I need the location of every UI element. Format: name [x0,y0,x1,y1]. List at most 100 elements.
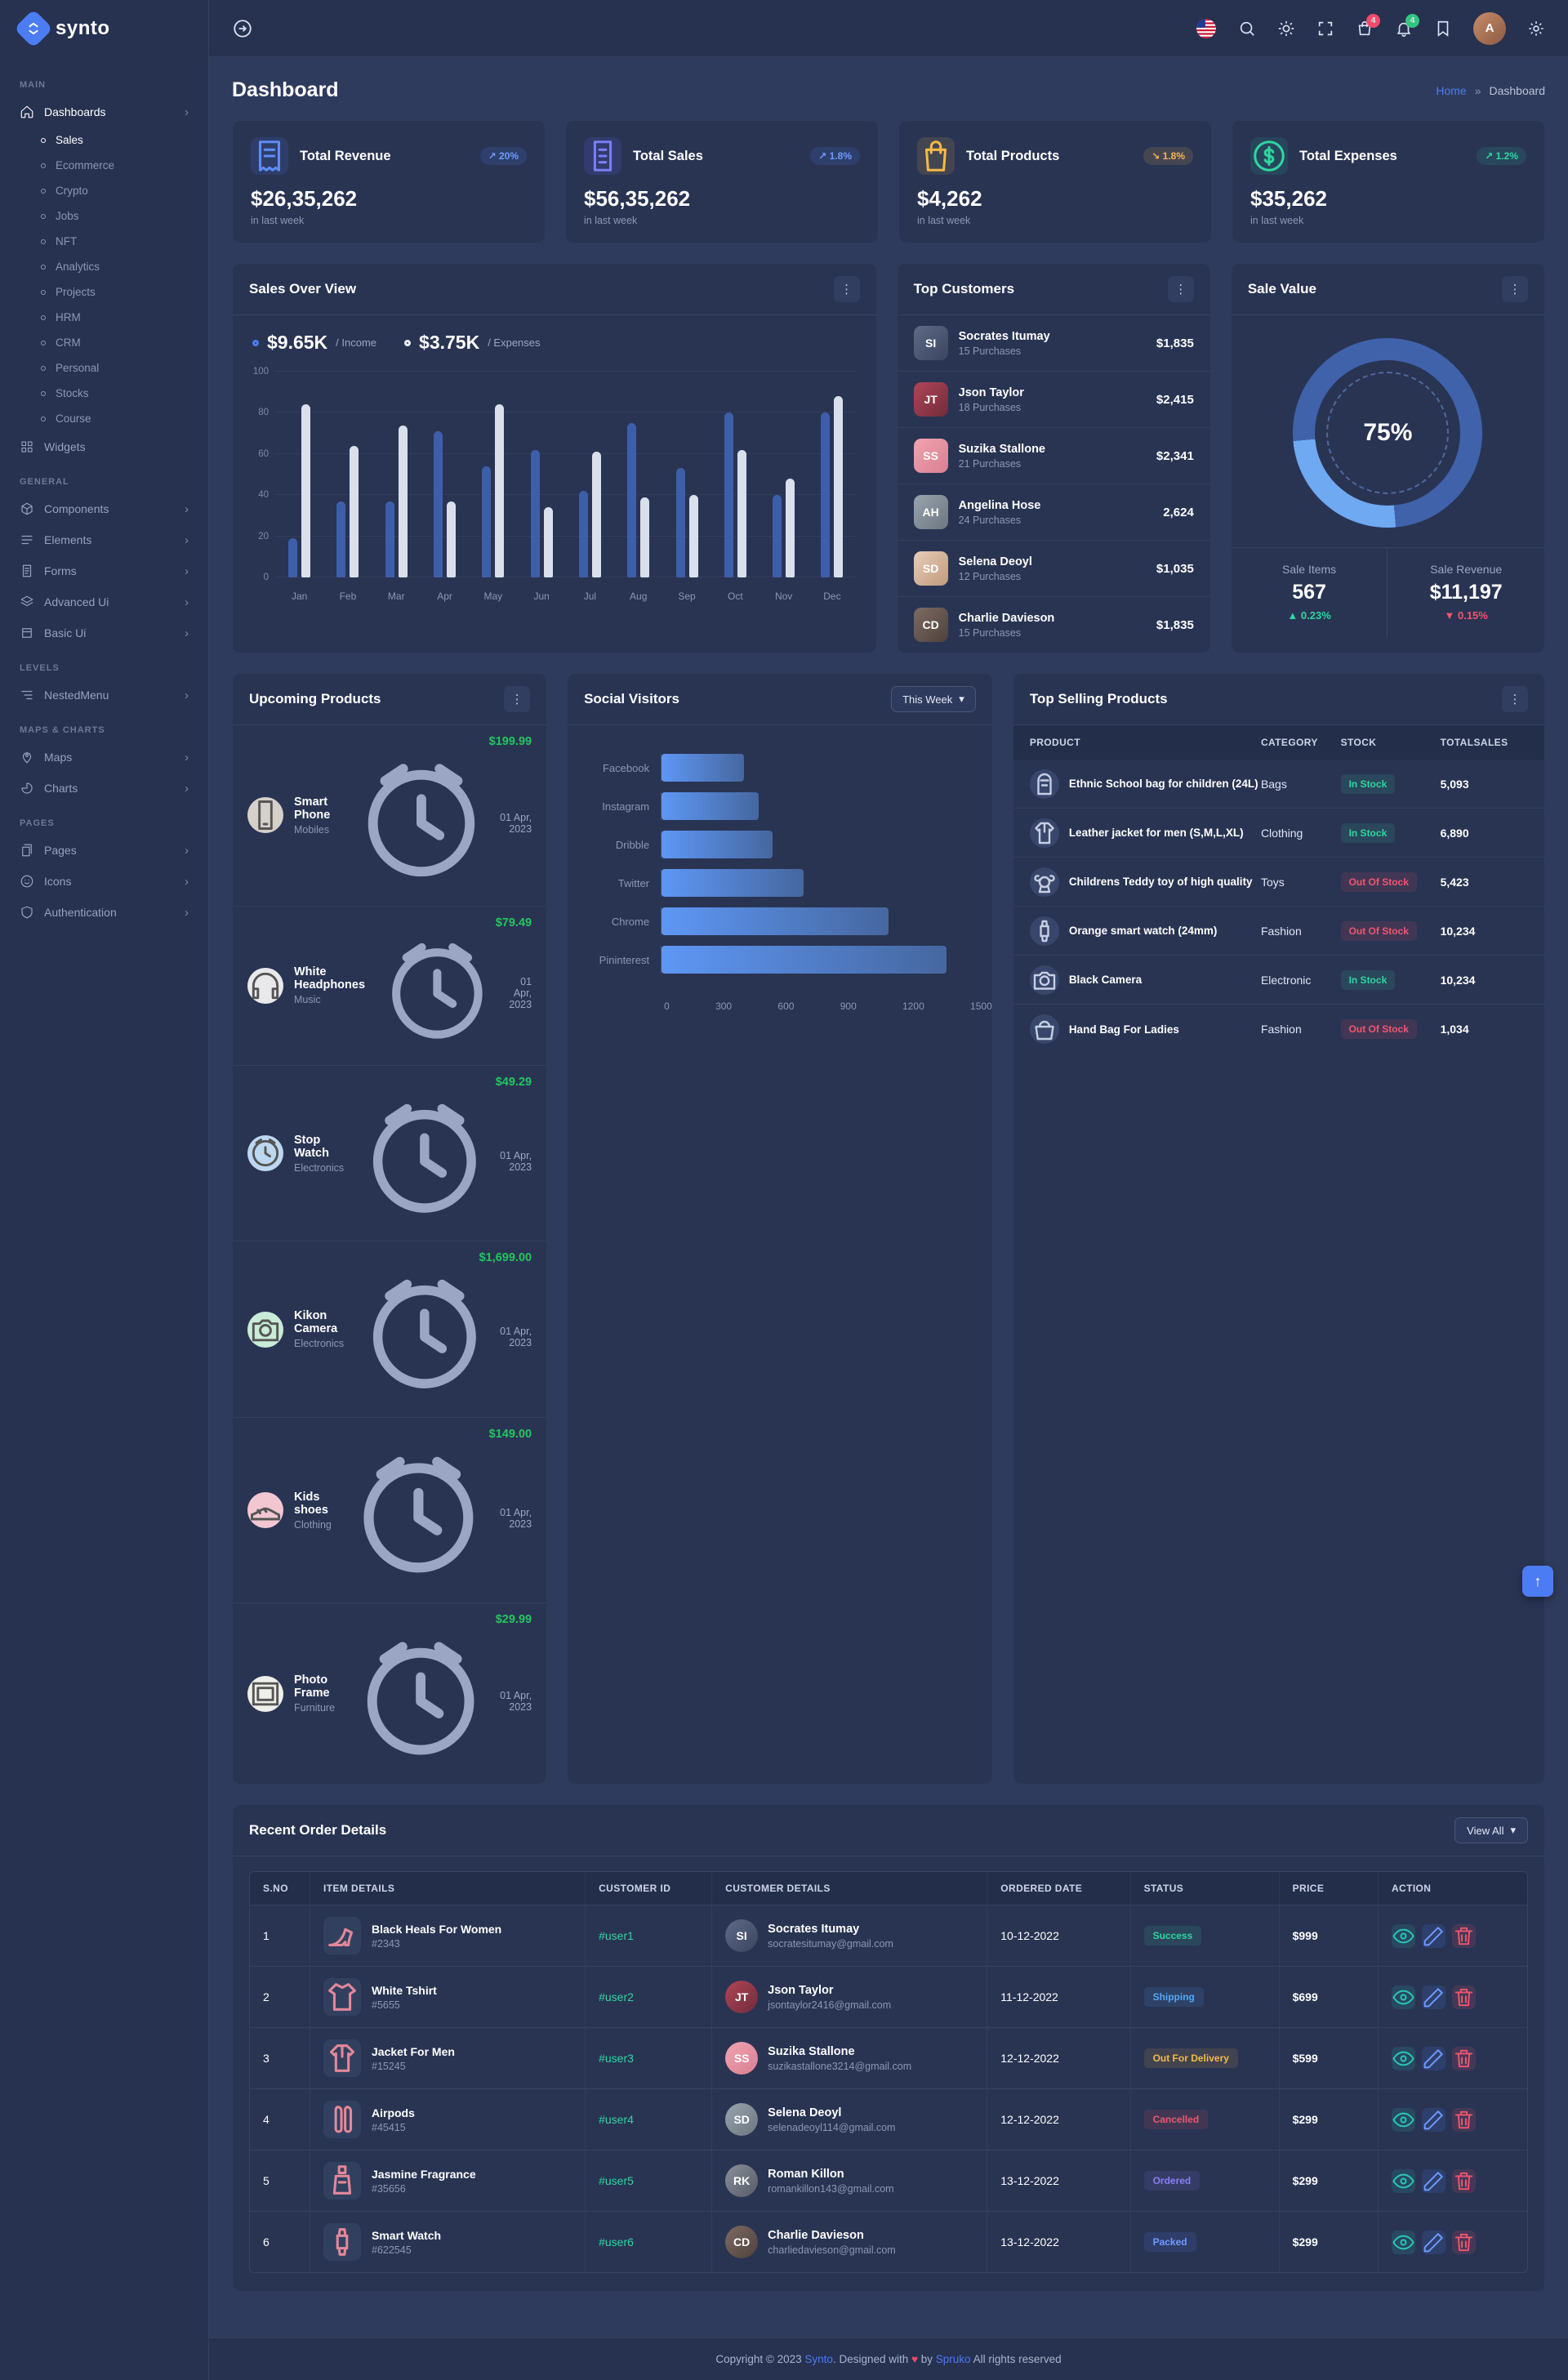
social-filter-dropdown[interactable]: This Week ▾ [891,686,976,712]
view-button[interactable] [1392,1986,1415,2009]
customer-id[interactable]: #user2 [586,1966,712,2027]
sidebar-subitem-stocks[interactable]: Stocks [0,381,208,406]
sidebar-subitem-crm[interactable]: CRM [0,330,208,355]
sidebar-subitem-analytics[interactable]: Analytics [0,254,208,279]
advanced-icon [20,595,34,609]
customer-avatar: JT [725,1981,758,2013]
view-button[interactable] [1392,2108,1415,2132]
delete-button[interactable] [1452,2047,1476,2070]
sidebar-item-elements[interactable]: Elements› [0,524,208,555]
sidebar-subitem-sales[interactable]: Sales [0,127,208,153]
bullet-icon [41,163,46,168]
top-selling-row[interactable]: Ethnic School bag for children (24L)Bags… [1013,760,1544,809]
view-button[interactable] [1392,2169,1415,2193]
upcoming-kebab-menu-icon[interactable]: ⋮ [504,686,530,712]
delete-button[interactable] [1452,1986,1476,2009]
view-button[interactable] [1392,2047,1415,2070]
edit-button[interactable] [1422,2047,1446,2070]
delete-button[interactable] [1452,2108,1476,2132]
status-badge: Out For Delivery [1144,2048,1238,2068]
search-icon[interactable] [1238,20,1256,38]
edit-button[interactable] [1422,2231,1446,2254]
settings-gear-icon[interactable] [1527,20,1545,38]
sidebar-toggle-icon[interactable] [232,18,253,39]
edit-button[interactable] [1422,2108,1446,2132]
sidebar-subitem-jobs[interactable]: Jobs [0,203,208,229]
edit-button[interactable] [1422,2169,1446,2193]
sidebar-subitem-nft[interactable]: NFT [0,229,208,254]
sale-value-kebab-menu-icon[interactable]: ⋮ [1502,276,1528,302]
brand-logo[interactable]: synto [0,0,208,57]
sidebar-item-icons[interactable]: Icons› [0,866,208,897]
customer-id[interactable]: #user3 [586,2027,712,2088]
sidebar-subitem-course[interactable]: Course [0,406,208,431]
customer-id[interactable]: #user4 [586,2088,712,2150]
sidebar-subitem-crypto[interactable]: Crypto [0,178,208,203]
top-selling-row[interactable]: Leather jacket for men (S,M,L,XL)Clothin… [1013,809,1544,858]
sidebar-subitem-personal[interactable]: Personal [0,355,208,381]
edit-button[interactable] [1422,1986,1446,2009]
order-date: 12-12-2022 [987,2088,1130,2150]
top-selling-kebab-menu-icon[interactable]: ⋮ [1502,686,1528,712]
view-button[interactable] [1392,1924,1415,1948]
order-item-name: White Tshirt [372,1984,437,1997]
sidebar-item-advanced-ui[interactable]: Advanced Ui› [0,586,208,617]
footer-brand-link[interactable]: Synto [804,2353,833,2365]
sidebar-item-dashboards[interactable]: Dashboards› [0,96,208,127]
camera-icon [247,1312,283,1348]
sidebar-item-authentication[interactable]: Authentication› [0,897,208,928]
bookmark-icon[interactable] [1434,20,1452,38]
sidebar-item-pages[interactable]: Pages› [0,835,208,866]
customer-name: Suzika Stallone [959,443,1045,456]
sidebar-item-widgets[interactable]: Widgets [0,431,208,462]
customer-id[interactable]: #user6 [586,2211,712,2272]
view-button[interactable] [1392,2231,1415,2254]
footer-designer-link[interactable]: Spruko [936,2353,971,2365]
theme-toggle-icon[interactable] [1277,20,1295,38]
sales-kebab-menu-icon[interactable]: ⋮ [834,276,860,302]
user-avatar[interactable]: A [1473,12,1506,45]
view-all-button[interactable]: View All ▾ [1454,1817,1528,1843]
sidebar-item-components[interactable]: Components› [0,493,208,524]
delete-button[interactable] [1452,1924,1476,1948]
language-flag-icon[interactable] [1196,18,1217,39]
sidebar-subitem-projects[interactable]: Projects [0,279,208,305]
sidebar-item-forms[interactable]: Forms› [0,555,208,586]
sidebar-item-charts[interactable]: Charts› [0,773,208,804]
sidebar-item-maps[interactable]: Maps› [0,742,208,773]
customer-id[interactable]: #user1 [586,1905,712,1966]
sidebar-item-nestedmenu[interactable]: NestedMenu› [0,680,208,711]
sidebar-subitem-hrm[interactable]: HRM [0,305,208,330]
order-price: $599 [1280,2027,1379,2088]
scroll-to-top-button[interactable]: ↑ [1522,1566,1553,1597]
sale-items-cell: Sale Items 567 ▲ 0.23% [1232,548,1388,638]
breadcrumb-home-link[interactable]: Home [1436,84,1466,97]
cart-icon[interactable]: 4 [1356,20,1374,38]
edit-button[interactable] [1422,1924,1446,1948]
sidebar-subitem-ecommerce[interactable]: Ecommerce [0,153,208,178]
customer-id[interactable]: #user5 [586,2150,712,2211]
sidebar-item-basic-ui[interactable]: Basic Ui› [0,617,208,648]
delete-button[interactable] [1452,2169,1476,2193]
customer-purchases: 21 Purchases [959,458,1045,470]
fullscreen-icon[interactable] [1316,20,1334,38]
delete-button[interactable] [1452,2231,1476,2254]
customers-kebab-menu-icon[interactable]: ⋮ [1168,276,1194,302]
notifications-icon[interactable]: 4 [1395,20,1413,38]
